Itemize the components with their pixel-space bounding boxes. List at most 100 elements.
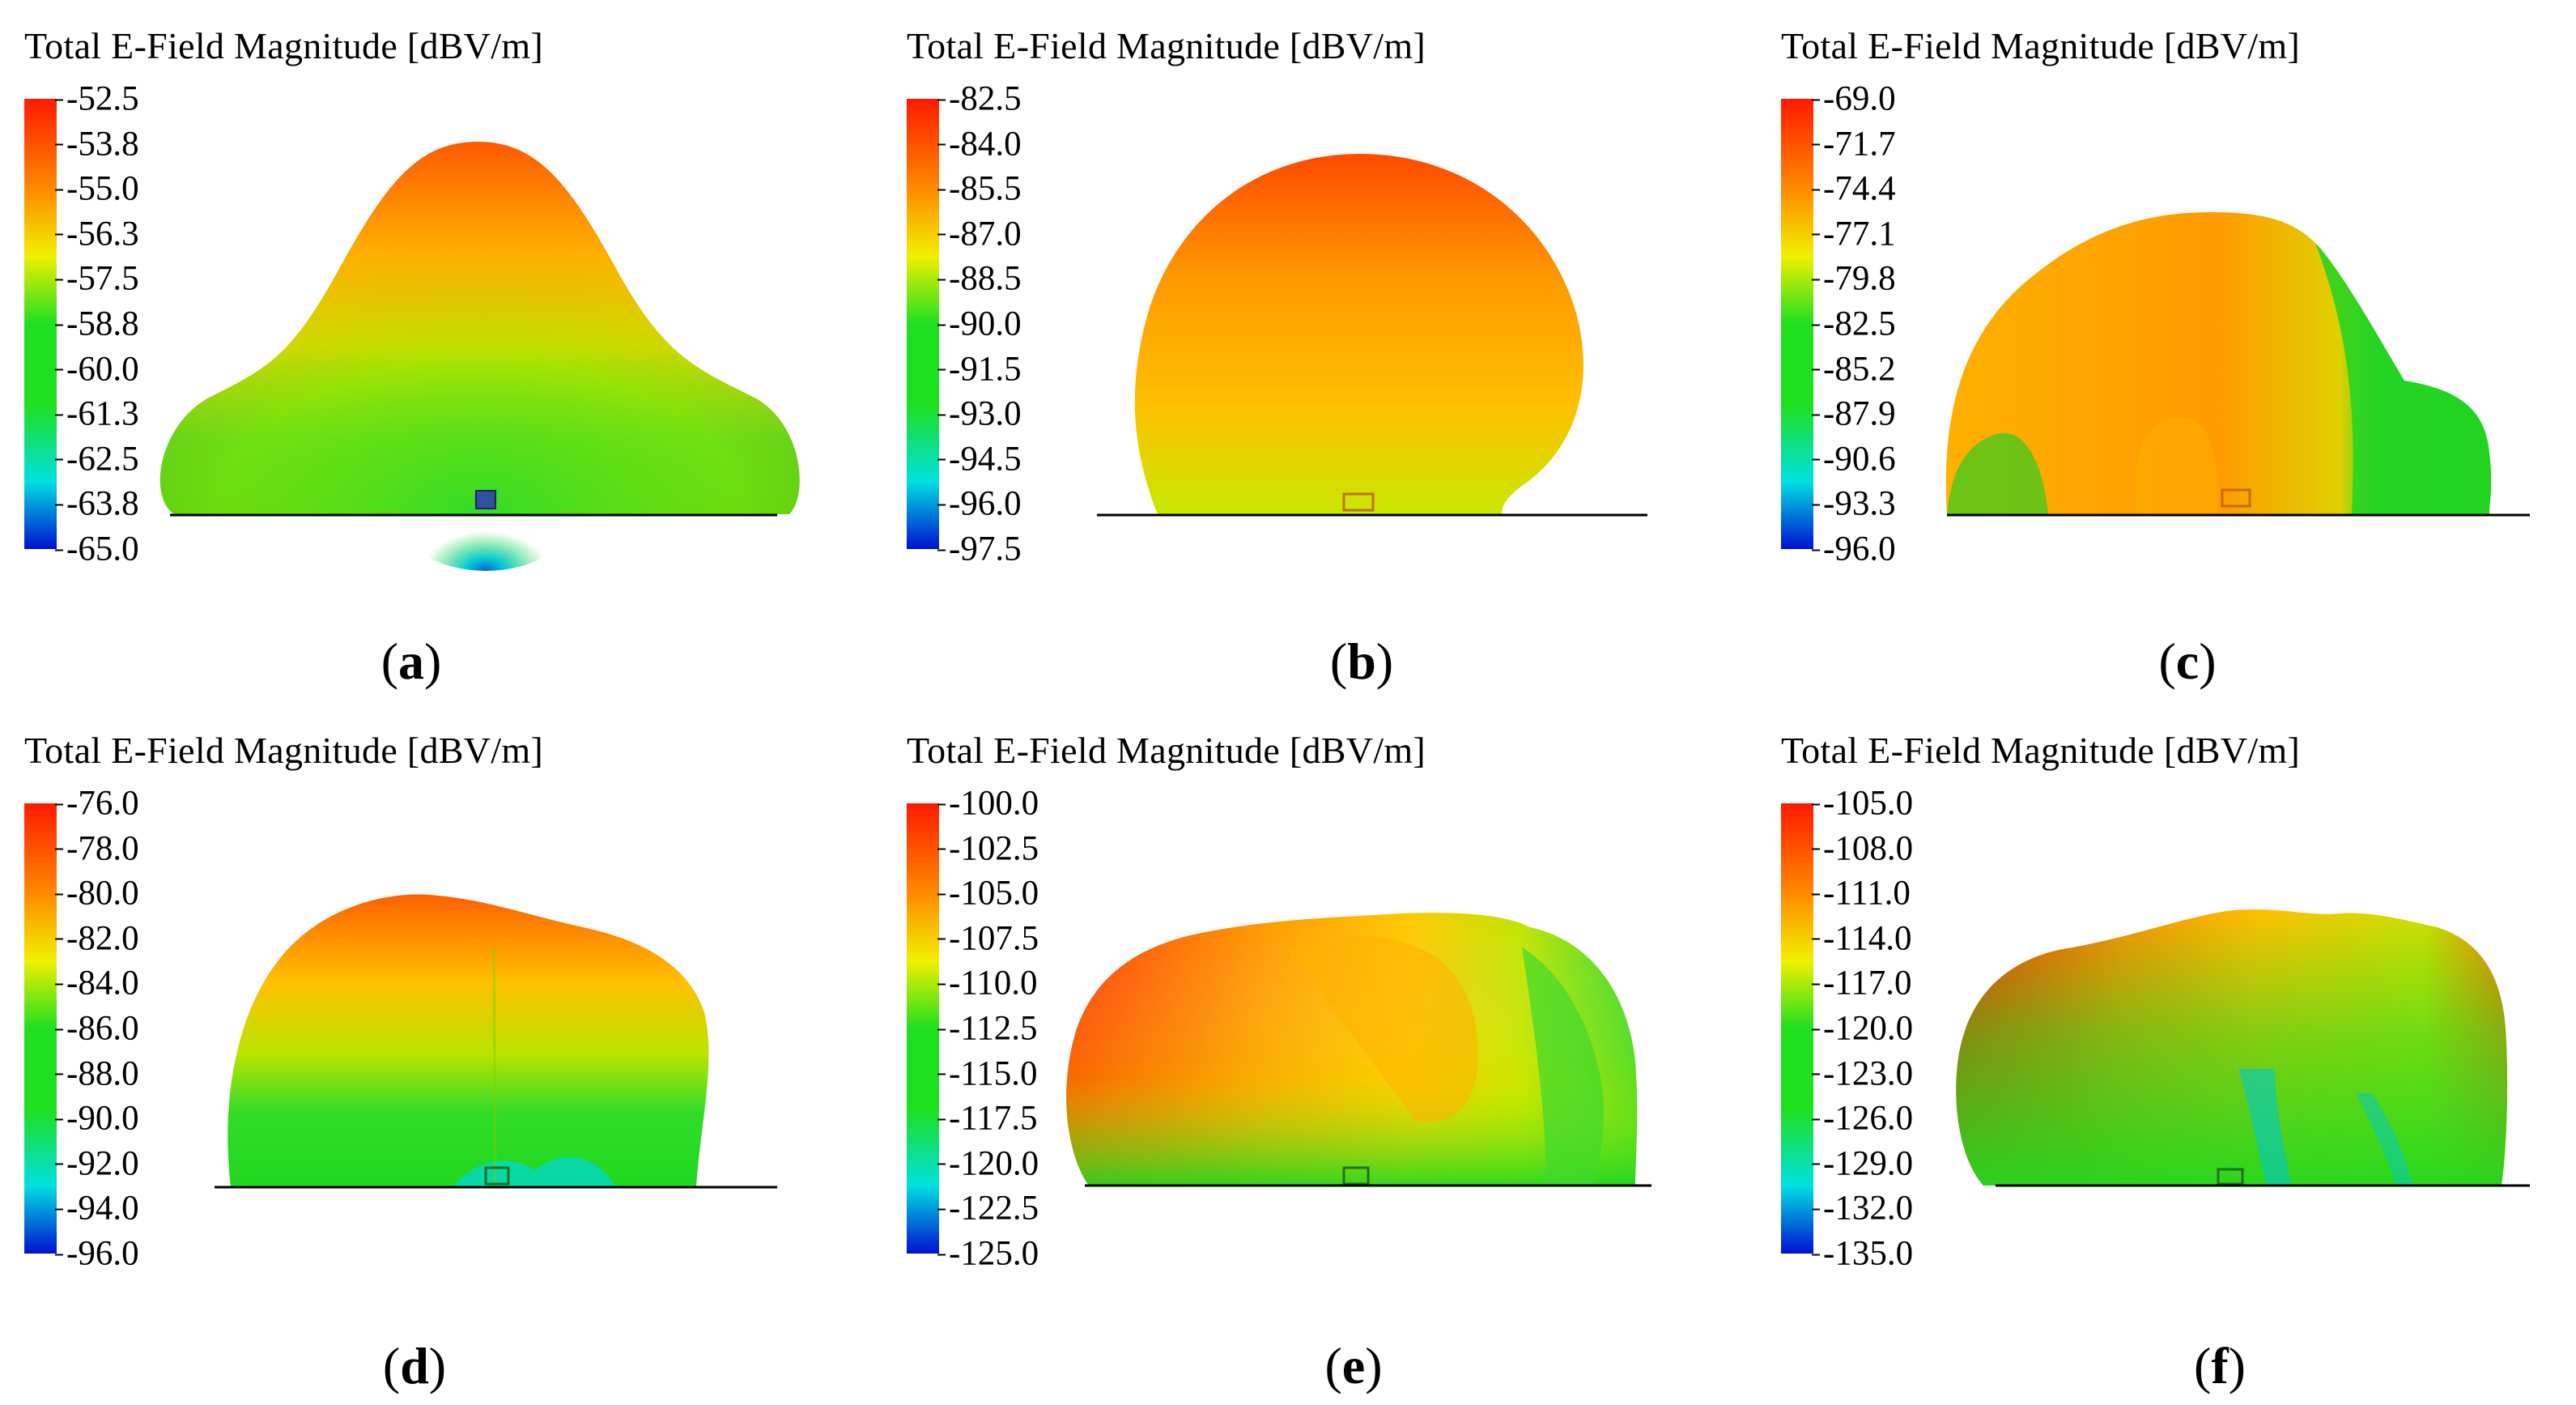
colorbar-tick: -97.5 xyxy=(937,532,1022,567)
field-pattern-c xyxy=(1945,212,2530,517)
colorbar-tick: -60.0 xyxy=(55,351,139,386)
colorbar-tick: -96.0 xyxy=(1812,532,1896,567)
field-pattern-a xyxy=(159,142,800,571)
colorbar-tick: -117.5 xyxy=(937,1101,1037,1136)
panel-f: Total E-Field Magnitude [dBV/m] -105.0 -10… xyxy=(1757,705,2576,1394)
colorbar-tick: -79.8 xyxy=(1812,262,1896,296)
colorbar-tick: -94.0 xyxy=(55,1191,139,1226)
colorbar-tick: -87.0 xyxy=(937,216,1022,251)
colorbar-tick: -55.0 xyxy=(55,172,139,206)
colorbar-ticks: -76.0 -78.0 -80.0 -82.0 -84.0 -86.0 -88.0 -90.0… xyxy=(55,786,219,1271)
colorbar-ticks: -52.5 -53.8 -55.0 -56.3 -57.5 -58.8 -60.0 -61.3… xyxy=(55,82,219,567)
colorbar-tick: -56.3 xyxy=(55,216,139,251)
colorbar-tick: -62.5 xyxy=(55,441,139,476)
colorbar xyxy=(1781,803,1813,1254)
field-pattern-d xyxy=(215,894,777,1189)
colorbar-tick: -90.0 xyxy=(937,307,1022,342)
panel-label: (d) xyxy=(382,1337,447,1394)
colorbar-tick: -77.1 xyxy=(1812,216,1896,251)
colorbar xyxy=(24,803,57,1254)
colorbar-tick: -110.0 xyxy=(937,966,1037,1001)
colorbar-tick: -93.0 xyxy=(937,397,1022,432)
colorbar-tick: -63.8 xyxy=(55,487,139,522)
colorbar-tick: -76.0 xyxy=(55,786,139,821)
colorbar-tick: -52.5 xyxy=(55,82,139,117)
colorbar-tick: -87.9 xyxy=(1812,397,1896,432)
panel-label: (e) xyxy=(1324,1337,1383,1394)
colorbar-tick: -132.0 xyxy=(1811,1191,1913,1226)
colorbar-tick: -65.0 xyxy=(55,532,139,567)
colorbar-tick: -94.5 xyxy=(937,441,1022,476)
colorbar-ticks: -69.0 -71.7 -74.4 -77.1 -79.8 -82.5 -85.2 -87.9… xyxy=(1812,82,1975,567)
colorbar-tick: -122.5 xyxy=(937,1191,1039,1226)
colorbar-tick: -129.0 xyxy=(1811,1146,1913,1181)
colorbar-tick: -88.0 xyxy=(55,1056,139,1091)
panel-label: (f) xyxy=(2194,1337,2246,1394)
colorbar xyxy=(1781,99,1813,549)
panel-a: Total E-Field Magnitude [dBV/m] -52.5 -53.… xyxy=(0,0,842,690)
colorbar-tick: -57.5 xyxy=(55,262,139,296)
colorbar-tick: -69.0 xyxy=(1812,82,1896,117)
colorbar-tick: -96.0 xyxy=(937,487,1022,522)
colorbar-tick: -71.7 xyxy=(1812,126,1896,161)
colorbar-tick: -123.0 xyxy=(1811,1056,1913,1091)
colorbar xyxy=(907,99,939,549)
colorbar xyxy=(24,99,57,549)
colorbar-ticks: -105.0 -108.0 -111.0 -114.0 -117.0 -120.0 -123… xyxy=(1811,786,1975,1271)
panel-label: (b) xyxy=(1329,632,1394,690)
colorbar-ticks: -82.5 -84.0 -85.5 -87.0 -88.5 -90.0 -91.5 -93.0… xyxy=(937,82,1101,567)
colorbar-tick: -92.0 xyxy=(55,1146,139,1181)
colorbar-tick: -125.0 xyxy=(937,1237,1039,1271)
colorbar-tick: -61.3 xyxy=(55,397,139,432)
colorbar-tick: -115.0 xyxy=(937,1056,1037,1091)
colorbar-tick: -111.0 xyxy=(1812,876,1911,911)
colorbar-tick: -82.0 xyxy=(55,921,139,956)
colorbar-tick: -84.0 xyxy=(55,966,139,1001)
colorbar-tick: -117.0 xyxy=(1811,966,1911,1001)
colorbar-tick: -90.6 xyxy=(1812,441,1896,476)
panel-label: (a) xyxy=(380,632,442,690)
colorbar-tick: -120.0 xyxy=(937,1146,1039,1181)
colorbar-tick: -114.0 xyxy=(1811,921,1911,956)
colorbar xyxy=(907,803,939,1254)
colorbar-tick: -105.0 xyxy=(1811,786,1913,821)
panel-b: Total E-Field Magnitude [dBV/m] -82.5 -84.… xyxy=(882,0,1724,690)
colorbar-tick: -53.8 xyxy=(55,126,139,161)
colorbar-tick: -102.5 xyxy=(937,831,1039,866)
colorbar-tick: -82.5 xyxy=(937,82,1022,117)
panel-label: (c) xyxy=(2158,632,2217,690)
colorbar-tick: -85.2 xyxy=(1812,351,1896,386)
panel-d: Total E-Field Magnitude [dBV/m] -76.0 -78.… xyxy=(0,705,842,1394)
panel-title: Total E-Field Magnitude [dBV/m] xyxy=(24,730,544,771)
panel-c: Total E-Field Magnitude [dBV/m] -69.0 -71.… xyxy=(1757,0,2576,690)
field-pattern-b xyxy=(1097,154,1647,517)
colorbar-tick: -100.0 xyxy=(937,786,1039,821)
colorbar-tick: -84.0 xyxy=(937,126,1022,161)
colorbar-tick: -78.0 xyxy=(55,831,139,866)
colorbar-tick: -120.0 xyxy=(1811,1011,1913,1046)
panel-title: Total E-Field Magnitude [dBV/m] xyxy=(907,25,1426,66)
colorbar-tick: -85.5 xyxy=(937,172,1022,206)
colorbar-tick: -135.0 xyxy=(1811,1237,1913,1271)
panel-e: Total E-Field Magnitude [dBV/m] -100.0 -10… xyxy=(882,705,1724,1394)
colorbar-ticks: -100.0 -102.5 -105.0 -107.5 -110.0 -112.5 -115… xyxy=(937,786,1101,1271)
colorbar-tick: -90.0 xyxy=(55,1101,139,1136)
colorbar-tick: -80.0 xyxy=(55,876,139,911)
colorbar-tick: -112.5 xyxy=(937,1011,1037,1046)
colorbar-tick: -105.0 xyxy=(937,876,1039,911)
colorbar-tick: -108.0 xyxy=(1811,831,1913,866)
colorbar-tick: -93.3 xyxy=(1812,487,1896,522)
colorbar-tick: -88.5 xyxy=(937,262,1022,296)
field-pattern-e xyxy=(1066,913,1651,1187)
colorbar-tick: -82.5 xyxy=(1812,307,1896,342)
colorbar-tick: -126.0 xyxy=(1811,1101,1913,1136)
field-pattern-f xyxy=(1956,909,2530,1187)
colorbar-tick: -96.0 xyxy=(55,1237,139,1271)
panel-title: Total E-Field Magnitude [dBV/m] xyxy=(1781,730,2301,771)
colorbar-tick: -74.4 xyxy=(1812,172,1896,206)
colorbar-tick: -107.5 xyxy=(937,921,1039,956)
panel-title: Total E-Field Magnitude [dBV/m] xyxy=(907,730,1426,771)
panel-title: Total E-Field Magnitude [dBV/m] xyxy=(24,25,544,66)
colorbar-tick: -91.5 xyxy=(937,351,1022,386)
colorbar-tick: -86.0 xyxy=(55,1011,139,1046)
